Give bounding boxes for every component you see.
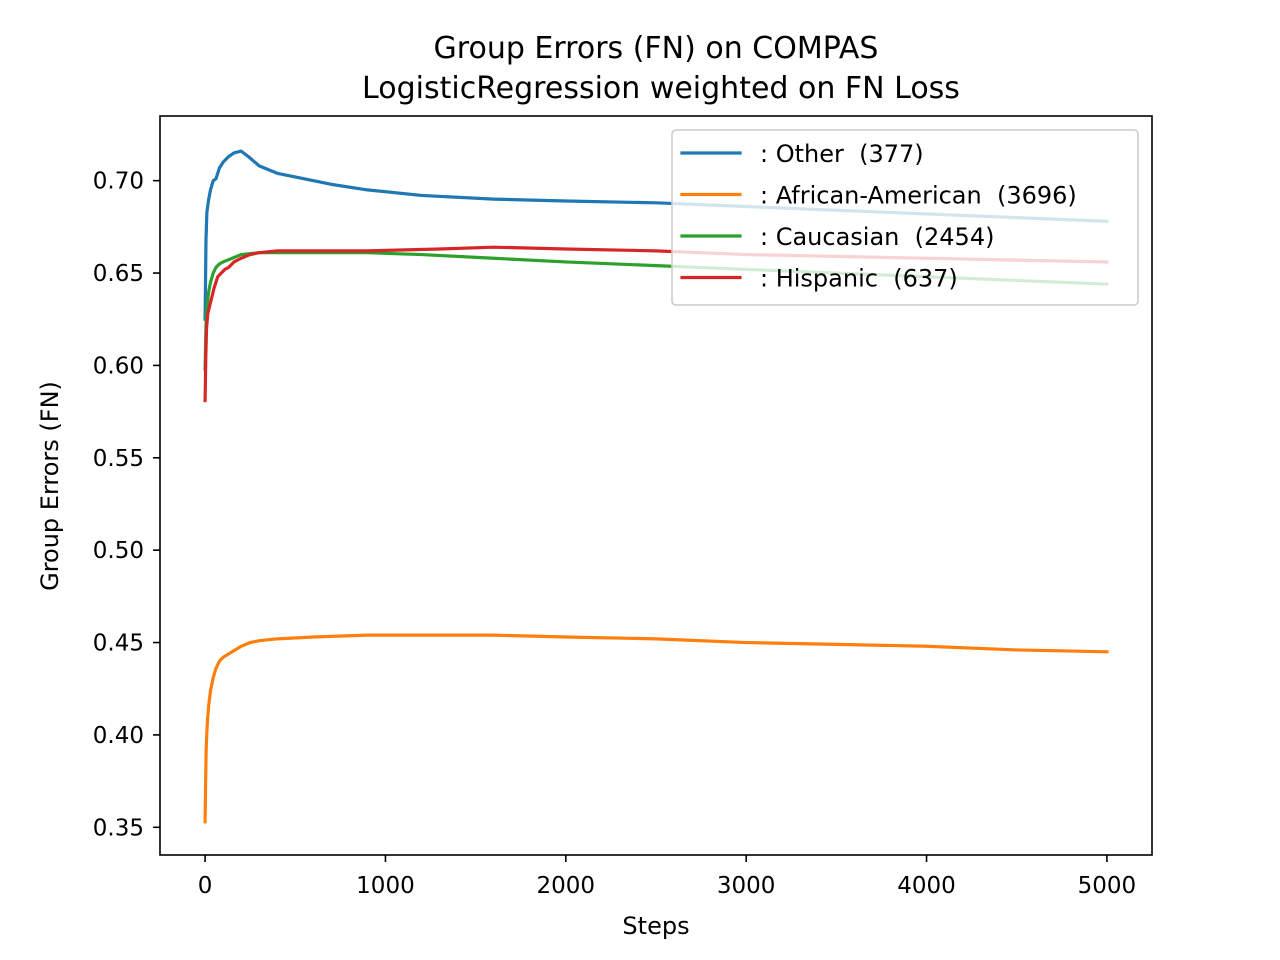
legend-label-2: : Caucasian (2454): [760, 223, 994, 251]
y-tick-label: 0.55: [93, 446, 144, 472]
x-tick-label: 1000: [356, 873, 415, 899]
y-tick-label: 0.60: [93, 353, 144, 379]
axes: 0 1000 2000 3000 4000 5000 0.35 0.40 0.45 0.50 0.5…: [93, 115, 1153, 899]
y-tick-label: 0.40: [93, 723, 144, 749]
chart-subtitle: LogisticRegression weighted on FN Loss: [362, 71, 960, 106]
chart-title: Group Errors (FN) on COMPAS: [434, 31, 879, 66]
legend-label-3: : Hispanic (637): [760, 265, 958, 293]
plot-frame: [159, 115, 1153, 856]
y-tick-label: 0.45: [93, 631, 144, 657]
x-tick-label: 0: [198, 873, 213, 899]
x-tick-label: 3000: [717, 873, 776, 899]
legend: : Other (377) : African-American (3696) : …: [671, 129, 1139, 306]
y-axis-label: Group Errors (FN): [36, 381, 64, 591]
x-axis-label: Steps: [622, 912, 689, 940]
y-tick-label: 0.70: [93, 169, 144, 195]
legend-box: [671, 129, 1139, 306]
legend-label-0: : Other (377): [760, 140, 924, 168]
x-tick-label: 2000: [537, 873, 596, 899]
legend-label-1: : African-American (3696): [760, 182, 1077, 210]
y-tick-label: 0.65: [93, 261, 144, 287]
y-tick-label: 0.35: [93, 815, 144, 841]
x-tick-label: 5000: [1078, 873, 1137, 899]
y-tick-label: 0.50: [93, 538, 144, 564]
x-tick-label: 4000: [897, 873, 956, 899]
series-line-1: [203, 633, 1109, 824]
